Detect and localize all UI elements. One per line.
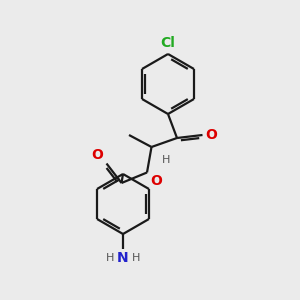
Text: N: N (117, 250, 129, 265)
Text: O: O (151, 174, 163, 188)
Text: Cl: Cl (160, 36, 175, 50)
Text: H: H (106, 253, 115, 262)
Text: O: O (206, 128, 218, 142)
Text: H: H (162, 155, 170, 165)
Text: O: O (91, 148, 103, 162)
Text: H: H (131, 253, 140, 262)
